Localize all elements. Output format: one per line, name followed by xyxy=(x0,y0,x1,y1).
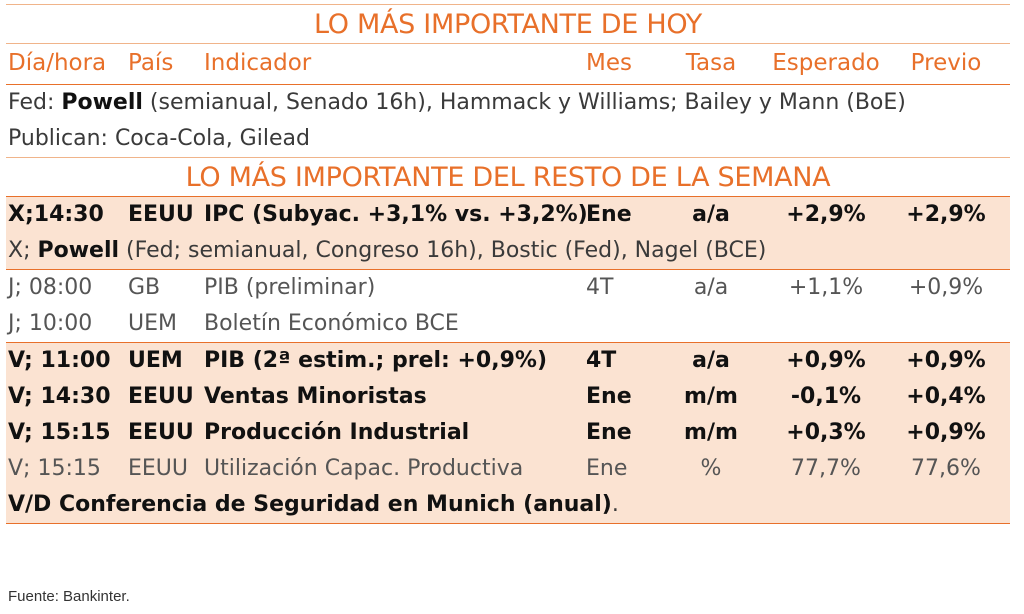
powell-week-prefix: X; xyxy=(8,238,38,263)
table-row: J; 08:00 GB PIB (preliminar) 4T a/a +1,1… xyxy=(8,275,984,300)
table-row: V; 11:00 UEM PIB (2ª estim.; prel: +0,9%… xyxy=(6,343,1010,379)
header-indicador: Indicador xyxy=(204,50,312,76)
powell-week-row: X; Powell (Fed; semianual, Congreso 16h)… xyxy=(6,233,1010,270)
powell-week-rest: (Fed; semianual, Congreso 16h), Bostic (… xyxy=(119,238,767,263)
table-row: V; 15:15 EEUU Producción Industrial Ene … xyxy=(6,415,1010,451)
today-fed-row: Fed: Powell (semianual, Senado 16h), Ham… xyxy=(6,85,1010,121)
munich-rest: . xyxy=(611,492,619,517)
today-fed-powell: Powell xyxy=(61,90,143,115)
title-today: LO MÁS IMPORTANTE DE HOY xyxy=(6,4,1010,43)
agenda-table: LO MÁS IMPORTANTE DE HOY Día/hora País I… xyxy=(6,4,1010,524)
powell-week-bold: Powell xyxy=(37,238,120,263)
table-row: J; 10:00 UEM Boletín Económico BCE xyxy=(6,306,1010,343)
table-row: V; 15:15 EEUU Utilización Capac. Product… xyxy=(6,451,1010,487)
today-publican: Publican: Coca-Cola, Gilead xyxy=(8,126,310,151)
today-publican-row: Publican: Coca-Cola, Gilead xyxy=(6,121,1010,157)
table-row: V; 14:30 EEUU Ventas Minoristas Ene m/m … xyxy=(6,379,1010,415)
today-fed-rest: (semianual, Senado 16h), Hammack y Willi… xyxy=(142,90,906,115)
today-fed-prefix: Fed: xyxy=(8,90,62,115)
header-mes: Mes xyxy=(586,50,632,76)
title-week: LO MÁS IMPORTANTE DEL RESTO DE LA SEMANA xyxy=(6,157,1010,197)
header-tasa: Tasa xyxy=(685,50,737,76)
header-pais: País xyxy=(128,50,174,76)
munich-bold: V/D Conferencia de Seguridad en Munich (… xyxy=(8,492,612,517)
source-note: Fuente: Bankinter. xyxy=(8,588,130,605)
header-row: Día/hora País Indicador Mes Tasa Esperad… xyxy=(6,43,1010,85)
header-dia: Día/hora xyxy=(8,50,107,76)
munich-row: V/D Conferencia de Seguridad en Munich (… xyxy=(6,487,1010,524)
header-previo: Previo xyxy=(910,50,982,76)
header-esperado: Esperado xyxy=(772,50,880,76)
table-row: X;14:30 EEUU IPC (Subyac. +3,1% vs. +3,2… xyxy=(6,197,1010,233)
